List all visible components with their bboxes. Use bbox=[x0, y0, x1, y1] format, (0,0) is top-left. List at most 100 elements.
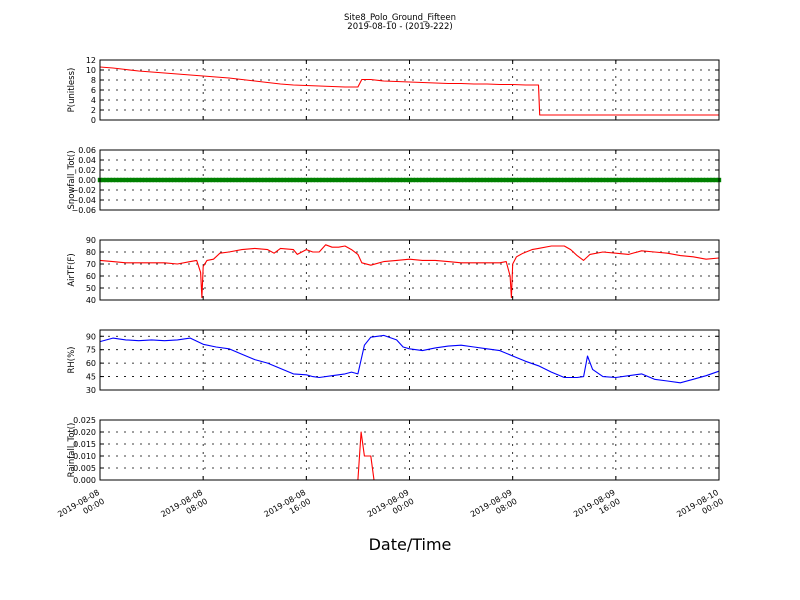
data-point bbox=[494, 177, 499, 183]
data-point bbox=[629, 177, 635, 183]
data-point bbox=[565, 177, 570, 183]
data-point bbox=[304, 177, 309, 183]
data-point bbox=[436, 177, 441, 183]
x-tick-label: 2019-08-0908:00 bbox=[469, 488, 519, 528]
y-tick-label: 0.010 bbox=[73, 452, 96, 461]
data-point bbox=[674, 177, 680, 183]
data-point bbox=[126, 177, 132, 183]
series-line bbox=[99, 334, 720, 384]
data-point bbox=[104, 177, 109, 183]
data-point bbox=[562, 177, 567, 183]
chart-title: Site8_Polo_Ground_Fifteen bbox=[344, 13, 456, 23]
data-point bbox=[220, 177, 225, 183]
data-point bbox=[416, 177, 422, 183]
data-point bbox=[349, 177, 354, 183]
y-tick-label: 4 bbox=[91, 96, 96, 105]
data-point bbox=[165, 177, 170, 183]
data-point bbox=[294, 177, 299, 183]
y-tick-label: 2 bbox=[91, 106, 96, 115]
data-point bbox=[307, 177, 312, 183]
y-tick-label: 0.005 bbox=[73, 464, 96, 473]
data-point bbox=[581, 177, 586, 183]
data-point bbox=[462, 177, 467, 183]
data-point bbox=[636, 177, 641, 183]
data-point bbox=[252, 177, 257, 183]
data-point bbox=[713, 177, 718, 183]
y-tick-label: 0.04 bbox=[78, 156, 96, 165]
data-point bbox=[671, 177, 677, 183]
data-point bbox=[139, 177, 145, 183]
data-point bbox=[465, 177, 470, 183]
x-tick-label: 2019-08-0900:00 bbox=[366, 488, 416, 528]
series-line bbox=[99, 66, 719, 116]
data-point bbox=[239, 177, 245, 183]
data-point bbox=[500, 177, 506, 183]
data-point bbox=[329, 177, 335, 183]
data-point bbox=[288, 177, 293, 183]
data-point bbox=[703, 177, 709, 183]
data-point bbox=[368, 177, 374, 183]
data-point bbox=[249, 177, 254, 183]
data-point bbox=[700, 177, 706, 183]
plot-frame bbox=[99, 329, 720, 391]
data-point bbox=[558, 177, 564, 183]
plot-frame bbox=[99, 239, 720, 301]
data-point bbox=[352, 177, 357, 183]
data-point bbox=[375, 177, 380, 183]
data-point bbox=[229, 177, 235, 183]
data-point bbox=[442, 177, 448, 183]
data-point bbox=[152, 177, 158, 183]
data-point bbox=[642, 177, 648, 183]
data-point bbox=[265, 177, 270, 183]
data-point bbox=[452, 177, 457, 183]
data-point bbox=[130, 177, 135, 183]
data-point bbox=[520, 177, 525, 183]
y-tick-label: 70 bbox=[86, 260, 96, 269]
data-point bbox=[571, 177, 577, 183]
data-point bbox=[681, 177, 686, 183]
y-tick-label: 60 bbox=[86, 359, 96, 368]
data-point bbox=[539, 177, 544, 183]
y-tick-label: 0 bbox=[91, 116, 96, 125]
data-point bbox=[578, 177, 583, 183]
data-point bbox=[587, 177, 593, 183]
y-tick-label: 12 bbox=[86, 56, 96, 65]
data-point bbox=[613, 177, 619, 183]
plot-frame bbox=[99, 419, 720, 481]
y-tick-label: 0.025 bbox=[73, 416, 96, 425]
data-point bbox=[371, 177, 377, 183]
data-point bbox=[594, 177, 599, 183]
data-point bbox=[455, 177, 461, 183]
data-point bbox=[387, 177, 393, 183]
data-point bbox=[339, 177, 344, 183]
y-tick-label: 90 bbox=[86, 236, 96, 245]
data-point bbox=[584, 177, 590, 183]
plot-frame bbox=[99, 59, 720, 121]
x-axis-label: Date/Time bbox=[369, 535, 452, 554]
y-tick-label: −0.04 bbox=[71, 196, 96, 205]
data-point bbox=[313, 177, 319, 183]
data-point bbox=[133, 177, 138, 183]
plot-frame bbox=[99, 149, 720, 211]
data-point bbox=[381, 177, 386, 183]
data-point bbox=[246, 177, 251, 183]
data-point bbox=[555, 177, 561, 183]
data-point bbox=[149, 177, 154, 183]
data-point bbox=[226, 177, 232, 183]
y-tick-label: −0.02 bbox=[71, 186, 96, 195]
data-point bbox=[697, 177, 702, 183]
x-tick-label: 2019-08-0916:00 bbox=[572, 488, 622, 528]
data-point bbox=[407, 177, 412, 183]
data-point bbox=[510, 177, 515, 183]
data-point bbox=[171, 177, 177, 183]
data-point bbox=[639, 177, 644, 183]
data-point bbox=[323, 177, 328, 183]
data-point bbox=[142, 177, 148, 183]
data-point bbox=[168, 177, 174, 183]
data-point bbox=[362, 177, 367, 183]
data-point bbox=[310, 177, 315, 183]
data-point bbox=[645, 177, 651, 183]
data-point bbox=[481, 177, 486, 183]
data-point bbox=[320, 177, 325, 183]
